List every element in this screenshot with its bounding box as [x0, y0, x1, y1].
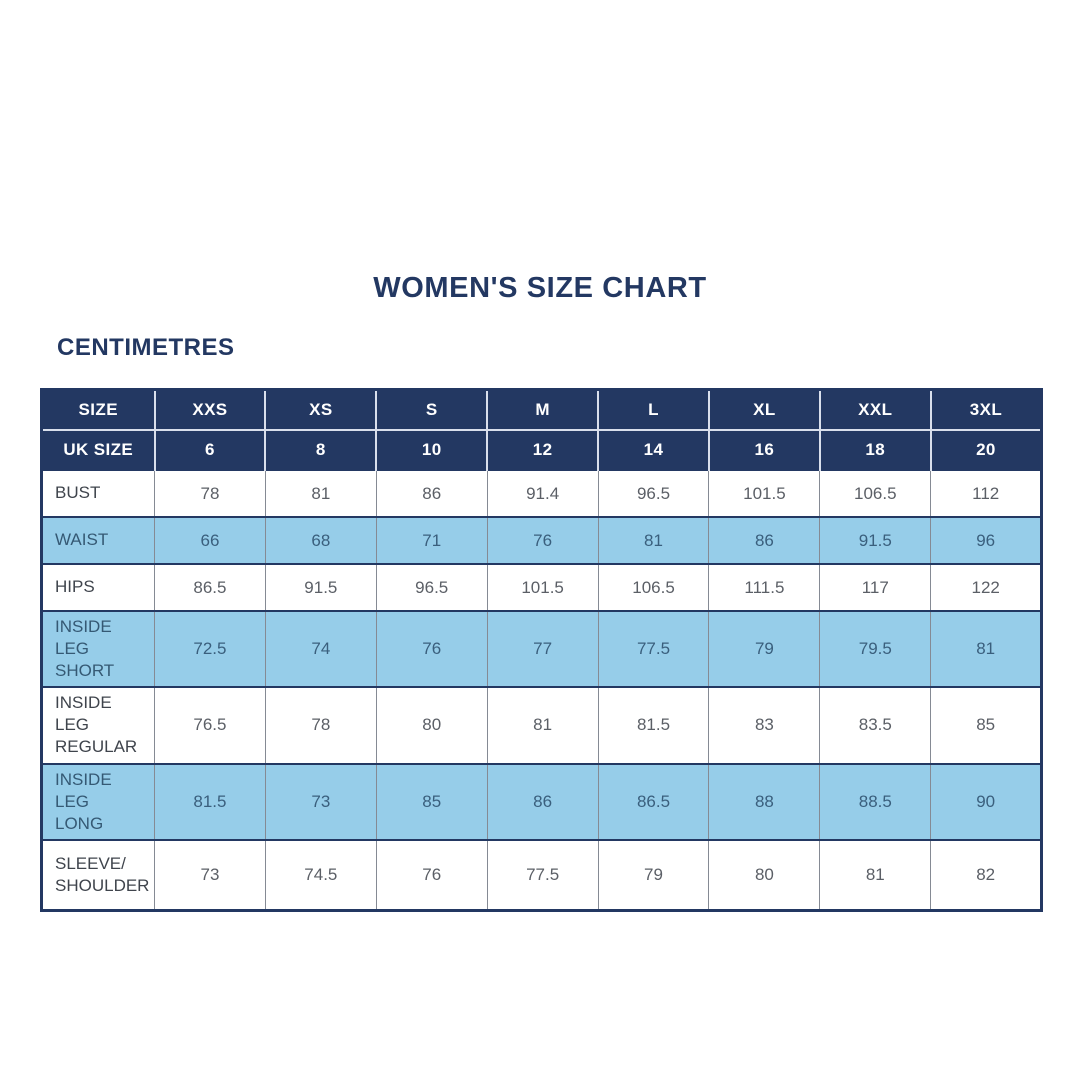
value-cell: 78	[154, 469, 266, 517]
value-cell: 81.5	[597, 686, 709, 764]
value-cell: 72.5	[154, 609, 266, 688]
value-cell: 86.5	[597, 762, 709, 840]
header-value-cell: 18	[818, 429, 931, 470]
header-value-cell: 16	[707, 429, 820, 470]
header-value-cell: XS	[264, 389, 377, 430]
value-cell: 81	[597, 516, 709, 564]
row-label-cell: INSIDE LEG REGULAR	[41, 686, 155, 764]
header-value-cell: 6	[153, 429, 266, 470]
value-cell: 80	[375, 686, 488, 764]
header-value-cell: 3XL	[929, 389, 1042, 430]
header-label-cell: SIZE	[41, 389, 155, 430]
value-cell: 74.5	[264, 838, 377, 911]
value-cell: 76	[375, 838, 488, 911]
row-label-cell: HIPS	[41, 563, 155, 611]
value-cell: 79.5	[819, 609, 931, 688]
value-cell: 86.5	[154, 563, 266, 611]
value-cell: 80	[708, 838, 820, 911]
row-label-cell: INSIDE LEG SHORT	[41, 609, 155, 688]
value-cell: 91.4	[486, 469, 599, 517]
value-cell: 86	[486, 762, 599, 840]
header-value-cell: 10	[375, 429, 488, 470]
header-value-cell: S	[375, 389, 488, 430]
value-cell: 66	[154, 516, 266, 564]
header-value-cell: L	[597, 389, 709, 430]
value-cell: 106.5	[819, 469, 931, 517]
value-cell: 83.5	[819, 686, 931, 764]
header-value-cell: 14	[597, 429, 709, 470]
value-cell: 77.5	[597, 609, 709, 688]
header-value-cell: XXS	[153, 389, 266, 430]
value-cell: 96.5	[375, 563, 488, 611]
header-value-cell: XXL	[818, 389, 931, 430]
value-cell: 81	[930, 609, 1042, 688]
value-cell: 117	[819, 563, 931, 611]
table-row: INSIDE LEG REGULAR 76.5 78 80 81 81.5 83 83.5 85	[41, 686, 1042, 764]
header-value-cell: M	[486, 389, 599, 430]
value-cell: 106.5	[597, 563, 709, 611]
value-cell: 81	[486, 686, 599, 764]
size-table-head: SIZE XXS XS S M L XL XXL 3XL UK SIZE 6 8 10 12 14 16 18 2…	[41, 389, 1042, 470]
value-cell: 88	[708, 762, 820, 840]
value-cell: 76	[486, 516, 599, 564]
header-value-cell: 8	[264, 429, 377, 470]
value-cell: 86	[708, 516, 820, 564]
unit-heading: CENTIMETRES	[57, 334, 235, 361]
page-title: WOMEN'S SIZE CHART	[373, 272, 707, 304]
value-cell: 81.5	[154, 762, 266, 840]
value-cell: 79	[597, 838, 709, 911]
table-row: SLEEVE/ SHOULDER 73 74.5 76 77.5 79 80 81 82	[41, 838, 1042, 911]
table-row: INSIDE LEG LONG 81.5 73 85 86 86.5 88 88.5 90	[41, 762, 1042, 840]
table-row: WAIST 66 68 71 76 81 86 91.5 96	[41, 516, 1042, 564]
value-cell: 77	[486, 609, 599, 688]
size-table: SIZE XXS XS S M L XL XXL 3XL UK SIZE 6 8 10 12 14 16 18 2…	[40, 388, 1044, 912]
value-cell: 122	[930, 563, 1042, 611]
table-row: BUST 78 81 86 91.4 96.5 101.5 106.5 112	[41, 469, 1042, 517]
row-label-cell: SLEEVE/ SHOULDER	[41, 838, 155, 911]
header-value-cell: XL	[707, 389, 820, 430]
value-cell: 82	[930, 838, 1042, 911]
value-cell: 81	[819, 838, 931, 911]
value-cell: 68	[264, 516, 377, 564]
header-value-cell: 20	[929, 429, 1042, 470]
value-cell: 73	[154, 838, 266, 911]
value-cell: 74	[264, 609, 377, 688]
value-cell: 112	[930, 469, 1042, 517]
value-cell: 101.5	[708, 469, 820, 517]
value-cell: 86	[375, 469, 488, 517]
value-cell: 101.5	[486, 563, 599, 611]
value-cell: 77.5	[486, 838, 599, 911]
value-cell: 85	[930, 686, 1042, 764]
header-uk-size-row: UK SIZE 6 8 10 12 14 16 18 20	[41, 429, 1042, 470]
header-value-cell: 12	[486, 429, 599, 470]
value-cell: 73	[264, 762, 377, 840]
value-cell: 91.5	[264, 563, 377, 611]
value-cell: 83	[708, 686, 820, 764]
row-label-cell: BUST	[41, 469, 155, 517]
value-cell: 96.5	[597, 469, 709, 517]
table-row: INSIDE LEG SHORT 72.5 74 76 77 77.5 79 79.5 81	[41, 609, 1042, 688]
value-cell: 88.5	[819, 762, 931, 840]
row-label-cell: WAIST	[41, 516, 155, 564]
value-cell: 90	[930, 762, 1042, 840]
value-cell: 79	[708, 609, 820, 688]
value-cell: 78	[264, 686, 377, 764]
value-cell: 85	[375, 762, 488, 840]
value-cell: 111.5	[708, 563, 820, 611]
header-size-row: SIZE XXS XS S M L XL XXL 3XL	[41, 389, 1042, 430]
value-cell: 81	[264, 469, 377, 517]
value-cell: 96	[930, 516, 1042, 564]
value-cell: 76.5	[154, 686, 266, 764]
value-cell: 71	[375, 516, 488, 564]
value-cell: 76	[375, 609, 488, 688]
value-cell: 91.5	[819, 516, 931, 564]
header-label-cell: UK SIZE	[41, 429, 155, 470]
table-row: HIPS 86.5 91.5 96.5 101.5 106.5 111.5 117 122	[41, 563, 1042, 611]
size-table-body: BUST 78 81 86 91.4 96.5 101.5 106.5 112 WAIST 66 68…	[41, 469, 1042, 911]
row-label-cell: INSIDE LEG LONG	[41, 762, 155, 840]
